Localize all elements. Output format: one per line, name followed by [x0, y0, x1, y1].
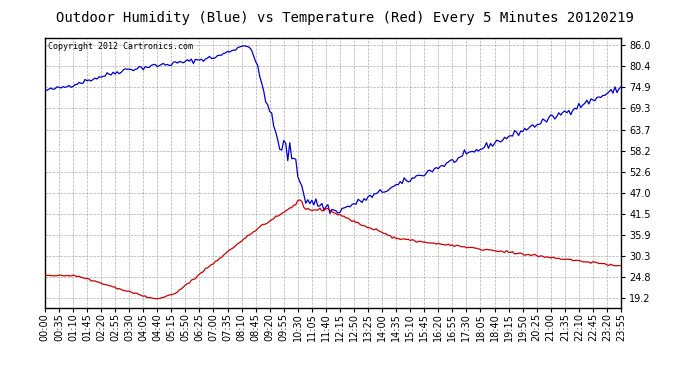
Text: Copyright 2012 Cartronics.com: Copyright 2012 Cartronics.com [48, 42, 193, 51]
Text: Outdoor Humidity (Blue) vs Temperature (Red) Every 5 Minutes 20120219: Outdoor Humidity (Blue) vs Temperature (… [56, 11, 634, 25]
